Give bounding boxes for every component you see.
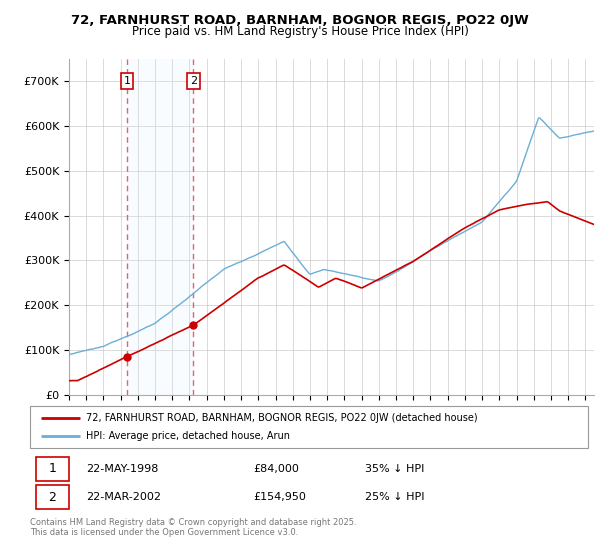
Text: 2: 2 xyxy=(49,491,56,503)
FancyBboxPatch shape xyxy=(35,486,69,509)
Text: 72, FARNHURST ROAD, BARNHAM, BOGNOR REGIS, PO22 0JW (detached house): 72, FARNHURST ROAD, BARNHAM, BOGNOR REGI… xyxy=(86,413,478,423)
Text: 35% ↓ HPI: 35% ↓ HPI xyxy=(365,464,424,474)
Text: Price paid vs. HM Land Registry's House Price Index (HPI): Price paid vs. HM Land Registry's House … xyxy=(131,25,469,38)
Text: 22-MAR-2002: 22-MAR-2002 xyxy=(86,492,161,502)
Text: 2: 2 xyxy=(190,76,197,86)
Text: £84,000: £84,000 xyxy=(253,464,299,474)
Text: 1: 1 xyxy=(49,463,56,475)
Text: HPI: Average price, detached house, Arun: HPI: Average price, detached house, Arun xyxy=(86,431,290,441)
Text: 72, FARNHURST ROAD, BARNHAM, BOGNOR REGIS, PO22 0JW: 72, FARNHURST ROAD, BARNHAM, BOGNOR REGI… xyxy=(71,14,529,27)
Text: 22-MAY-1998: 22-MAY-1998 xyxy=(86,464,158,474)
Text: 1: 1 xyxy=(124,76,131,86)
Text: £154,950: £154,950 xyxy=(253,492,306,502)
Bar xyxy=(127,59,193,395)
Text: Contains HM Land Registry data © Crown copyright and database right 2025.
This d: Contains HM Land Registry data © Crown c… xyxy=(30,518,356,538)
FancyBboxPatch shape xyxy=(35,457,69,480)
Text: 25% ↓ HPI: 25% ↓ HPI xyxy=(365,492,424,502)
